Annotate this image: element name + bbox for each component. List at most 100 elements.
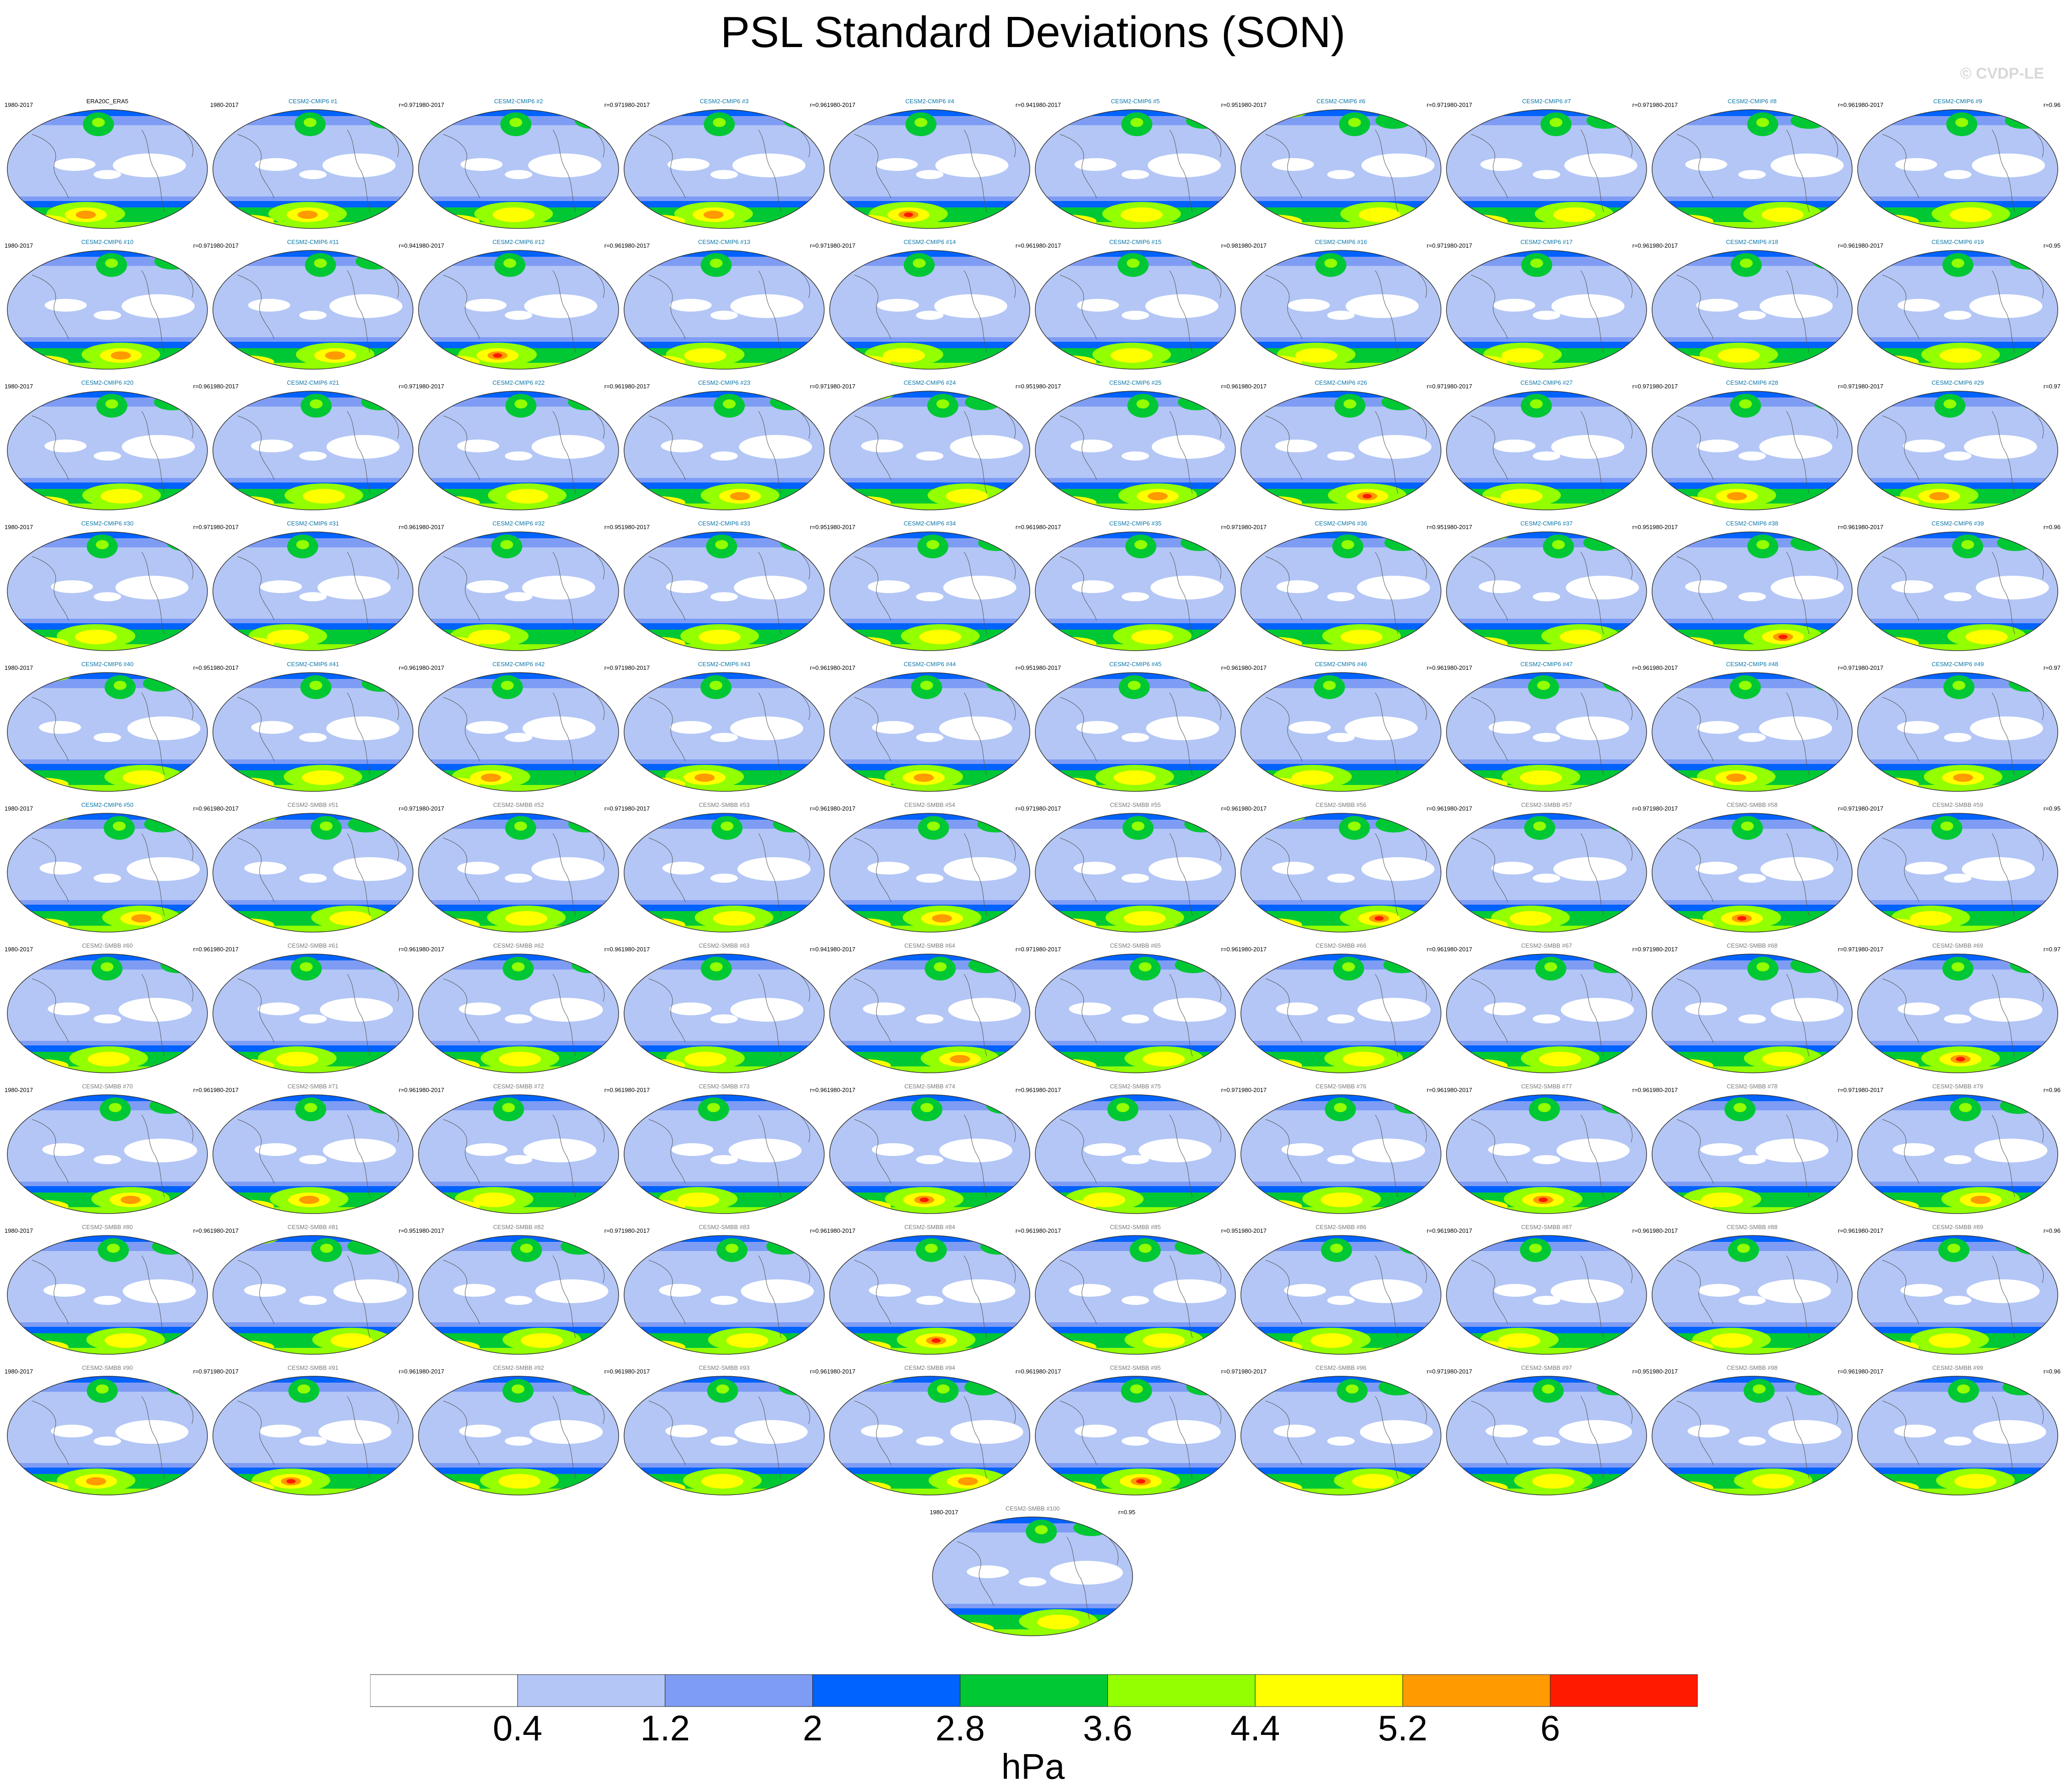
band-antarctic	[7, 926, 207, 932]
map-svg	[1857, 109, 2058, 229]
panel-correlation: r=0.96	[1221, 946, 1238, 953]
tropic-min-east	[1360, 1420, 1433, 1444]
map-svg	[1857, 813, 2058, 933]
panel-correlation: r=0.96	[604, 946, 621, 953]
tropic-min-center	[710, 1437, 738, 1446]
panel-title: CESM2-CMIP6 #1	[288, 98, 338, 105]
map-outline	[624, 1094, 825, 1214]
tropic-min-center	[505, 733, 532, 742]
north-atlantic-blob	[627, 1235, 682, 1245]
panel-period: 1980-2017	[1033, 946, 1061, 953]
map-outline	[212, 954, 413, 1073]
panel-period: 1980-2017	[621, 664, 650, 671]
panel-period: 1980-2017	[827, 524, 856, 530]
tropic-min-east	[318, 576, 391, 599]
colorbar-tick-label: 0.4	[493, 1708, 543, 1748]
tropic-min-east	[522, 576, 595, 599]
band-antarctic	[1652, 644, 1852, 651]
tropic-min-west	[457, 862, 499, 875]
panel-period: 1980-2017	[1238, 1368, 1267, 1375]
tropic-min-center	[1019, 1577, 1046, 1586]
tropic-min-center	[710, 733, 738, 742]
north-pacific-core	[503, 259, 516, 268]
panel-title: CESM2-CMIP6 #44	[903, 661, 956, 668]
panel-correlation: r=0.96	[1838, 1368, 1855, 1375]
south-max-high	[958, 1477, 978, 1485]
panel-correlation: r=0.98	[1221, 242, 1238, 249]
panel-title: CESM2-CMIP6 #43	[698, 661, 751, 668]
panel-period: 1980-2017	[1238, 1087, 1267, 1093]
panel-period: 1980-2017	[5, 101, 33, 108]
tropic-min-west	[1288, 721, 1331, 734]
north-pacific-core	[105, 399, 118, 408]
panel-title: ERA20C_ERA5	[86, 98, 128, 105]
panel-period: 1980-2017	[621, 1227, 650, 1234]
south-max-mid	[684, 1052, 726, 1066]
panel-title: CESM2-SMBB #77	[1521, 1083, 1572, 1090]
tropic-min-east	[1973, 1420, 2046, 1444]
tropic-min-west	[43, 1284, 86, 1297]
panel-period: 1980-2017	[416, 1368, 445, 1375]
north-atlantic-blob	[830, 532, 882, 541]
map-outline	[212, 531, 413, 651]
north-pacific-core	[1533, 822, 1546, 831]
map-outline	[829, 1094, 1030, 1214]
south-max-mid	[1909, 911, 1952, 926]
map-outline	[1857, 1094, 2058, 1214]
tropic-min-east	[323, 1139, 396, 1162]
tropic-min-east	[1970, 716, 2043, 740]
panel-title: CESM2-CMIP6 #32	[492, 520, 545, 527]
map-outline	[7, 813, 208, 933]
tropic-min-east	[1357, 998, 1431, 1022]
panel-title: CESM2-CMIP6 #21	[286, 379, 339, 386]
tropic-min-west	[1272, 862, 1314, 875]
panel-correlation: r=0.96	[1426, 1227, 1444, 1234]
north-atlantic-blob	[1446, 250, 1481, 260]
south-max-mid	[87, 1052, 130, 1066]
north-atlantic-blob	[1652, 391, 1691, 400]
map-outline	[212, 672, 413, 792]
panel-correlation: r=0.96	[1632, 242, 1649, 249]
tropic-min-center	[1738, 733, 1766, 742]
panel-period: 1980-2017	[5, 664, 33, 671]
panel-title: CESM2-CMIP6 #37	[1520, 520, 1573, 527]
map-outline	[1857, 813, 2058, 933]
panel-correlation: r=0.95	[1118, 1509, 1135, 1516]
map-panel: 1980-2017 CESM2-CMIP6 #45 r=0.96	[1033, 661, 1238, 800]
panel-title: CESM2-CMIP6 #17	[1520, 239, 1573, 245]
north-east-blob	[787, 253, 824, 270]
south-max-mid	[1500, 489, 1543, 504]
map-panel: 1980-2017 CESM2-CMIP6 #21 r=0.97	[210, 379, 416, 518]
panel-title: CESM2-CMIP6 #6	[1316, 98, 1366, 105]
tropic-min-center	[1327, 1437, 1355, 1446]
panel-title: CESM2-SMBB #78	[1727, 1083, 1778, 1090]
tropic-min-west	[1905, 862, 1948, 875]
panel-correlation: r=0.96	[1426, 664, 1444, 671]
north-east-blob	[1612, 394, 1647, 410]
tropic-min-west	[255, 158, 297, 171]
map-svg	[1652, 954, 1853, 1073]
tropic-min-east	[531, 435, 605, 459]
north-pacific-core	[95, 540, 109, 549]
panel-title: CESM2-SMBB #53	[699, 801, 750, 808]
map-panel: 1980-2017 CESM2-SMBB #76 r=0.96	[1238, 1083, 1444, 1222]
band-polar-north	[830, 1376, 1030, 1383]
panel-period: 1980-2017	[210, 805, 239, 812]
panel-correlation: r=0.97	[1838, 946, 1855, 953]
panel-title: CESM2-SMBB #62	[493, 942, 544, 949]
tropic-min-center	[710, 451, 738, 461]
north-pacific-core	[1951, 259, 1965, 268]
map-svg	[624, 109, 825, 229]
map-panel: 1980-2017 CESM2-SMBB #51 r=0.97	[210, 801, 416, 940]
map-svg	[418, 391, 619, 510]
panel-title: CESM2-CMIP6 #3	[699, 98, 749, 105]
north-east-blob	[1811, 816, 1848, 832]
north-pacific-core	[1128, 681, 1141, 690]
panel-period: 1980-2017	[827, 1368, 856, 1375]
map-outline	[829, 1376, 1030, 1495]
south-max-mid	[104, 1333, 147, 1348]
north-east-blob	[1381, 394, 1418, 410]
north-atlantic-blob	[7, 532, 48, 541]
map-svg	[1035, 1094, 1236, 1214]
south-max-mid	[468, 630, 510, 644]
